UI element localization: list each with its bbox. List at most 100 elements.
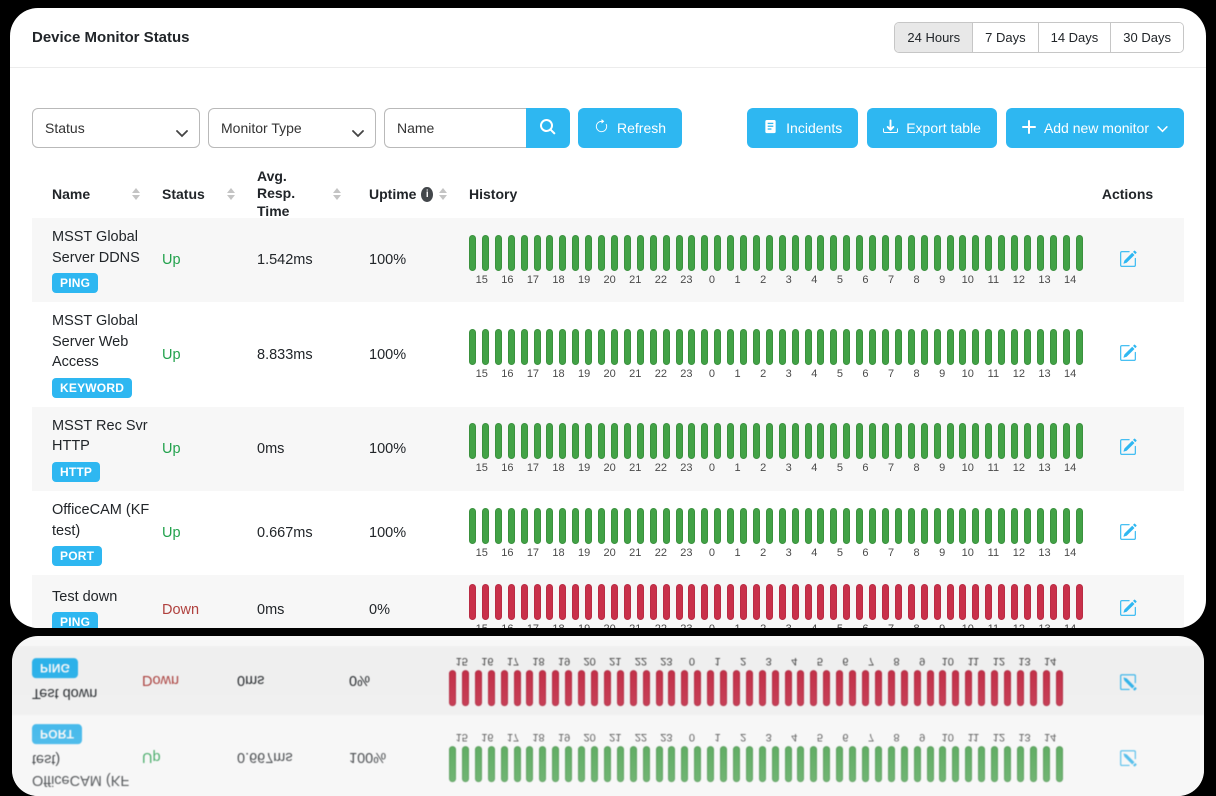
history-bar[interactable] (590, 746, 598, 783)
history-bar[interactable] (939, 746, 947, 783)
history-bar[interactable] (836, 746, 844, 783)
history-bar[interactable] (539, 670, 547, 706)
history-bar[interactable] (636, 507, 644, 544)
history-bar[interactable] (701, 507, 709, 544)
history-bar[interactable] (707, 670, 715, 706)
history-bar[interactable] (623, 507, 631, 544)
history-bar[interactable] (572, 329, 580, 366)
history-bar[interactable] (494, 507, 502, 544)
history-bar[interactable] (939, 670, 947, 706)
history-bar[interactable] (778, 507, 786, 544)
sort-icon[interactable] (333, 188, 341, 200)
history-bar[interactable] (791, 584, 799, 621)
history-bar[interactable] (849, 746, 857, 783)
history-bar[interactable] (1062, 507, 1070, 544)
history-bar[interactable] (933, 234, 941, 271)
history-bar[interactable] (740, 584, 748, 621)
history-bar[interactable] (882, 423, 889, 460)
history-bar[interactable] (572, 584, 580, 621)
history-bar[interactable] (585, 329, 593, 366)
history-bar[interactable] (817, 507, 825, 544)
history-bar[interactable] (662, 234, 670, 271)
history-bar[interactable] (546, 507, 554, 544)
history-bar[interactable] (920, 507, 928, 544)
history-bar[interactable] (469, 423, 476, 460)
history-bar[interactable] (546, 423, 554, 460)
table-row[interactable]: MSST Global Server DDNS PING Up 1.542ms … (32, 218, 1184, 303)
history-bar[interactable] (610, 584, 618, 621)
history-bar[interactable] (487, 670, 495, 706)
history-bar[interactable] (998, 507, 1006, 544)
history-bar[interactable] (585, 234, 593, 271)
history-bar[interactable] (752, 423, 760, 460)
history-bar[interactable] (507, 234, 515, 271)
history-bar[interactable] (546, 234, 554, 271)
history-bar[interactable] (629, 670, 637, 706)
history-bar[interactable] (740, 423, 748, 460)
history-bar[interactable] (933, 584, 941, 621)
history-bar[interactable] (1075, 329, 1083, 366)
sort-icon[interactable] (227, 188, 235, 200)
history-bar[interactable] (565, 746, 573, 783)
history-bar[interactable] (494, 423, 502, 460)
history-bar[interactable] (817, 329, 825, 366)
history-bar[interactable] (887, 670, 895, 706)
history-bar[interactable] (791, 234, 799, 271)
history-bar[interactable] (920, 423, 928, 460)
history-bar[interactable] (727, 584, 735, 621)
history-bar[interactable] (1042, 746, 1050, 783)
history-bar[interactable] (469, 329, 476, 366)
history-bar[interactable] (823, 670, 831, 706)
history-bar[interactable] (959, 329, 967, 366)
history-bar[interactable] (959, 423, 967, 460)
history-bar[interactable] (1055, 670, 1063, 706)
history-bar[interactable] (765, 584, 773, 621)
history-bar[interactable] (830, 584, 838, 621)
history-bar[interactable] (894, 329, 902, 366)
history-bar[interactable] (533, 507, 541, 544)
history-bar[interactable] (487, 746, 495, 783)
history-bar[interactable] (998, 329, 1006, 366)
history-bar[interactable] (675, 329, 683, 366)
history-bar[interactable] (946, 423, 954, 460)
history-bar[interactable] (552, 746, 560, 783)
history-bar[interactable] (972, 584, 980, 621)
history-bar[interactable] (727, 234, 735, 271)
history-bar[interactable] (1049, 329, 1057, 366)
history-bar[interactable] (598, 423, 606, 460)
history-bar[interactable] (533, 329, 541, 366)
history-bar[interactable] (900, 670, 908, 706)
history-bar[interactable] (720, 670, 728, 706)
history-bar[interactable] (978, 746, 986, 783)
history-bar[interactable] (623, 423, 631, 460)
history-bar[interactable] (520, 329, 528, 366)
history-bar[interactable] (882, 329, 889, 366)
history-bar[interactable] (869, 329, 877, 366)
history-bar[interactable] (1023, 423, 1031, 460)
history-bar[interactable] (856, 329, 864, 366)
history-bar[interactable] (952, 746, 960, 783)
history-bar[interactable] (856, 423, 864, 460)
history-bar[interactable] (668, 746, 676, 783)
history-bar[interactable] (449, 746, 456, 783)
table-row[interactable]: OfficeCAM (KF test) PORT Up 0.667ms 100%… (32, 491, 1184, 576)
history-bar[interactable] (752, 584, 760, 621)
history-bar[interactable] (1062, 423, 1070, 460)
history-bar[interactable] (642, 670, 650, 706)
history-bar[interactable] (636, 584, 644, 621)
history-bar[interactable] (546, 329, 554, 366)
history-bar[interactable] (900, 746, 908, 783)
history-bar[interactable] (610, 329, 618, 366)
history-bar[interactable] (933, 423, 941, 460)
history-bar[interactable] (598, 329, 606, 366)
history-bar[interactable] (946, 584, 954, 621)
history-bar[interactable] (972, 423, 980, 460)
history-bar[interactable] (533, 584, 541, 621)
history-bar[interactable] (959, 584, 967, 621)
history-bar[interactable] (869, 584, 877, 621)
history-bar[interactable] (752, 234, 760, 271)
history-bar[interactable] (810, 670, 818, 706)
history-bar[interactable] (830, 507, 838, 544)
history-bar[interactable] (978, 670, 986, 706)
